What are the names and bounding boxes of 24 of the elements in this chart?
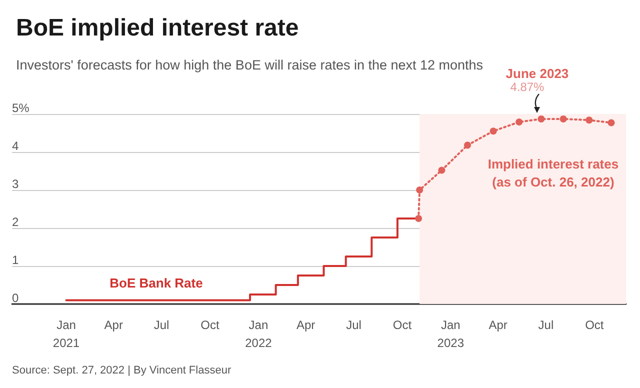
y-tick-label: 5% bbox=[12, 101, 30, 115]
y-tick-label: 0 bbox=[12, 291, 19, 305]
x-tick-label: Apr bbox=[296, 318, 316, 332]
y-tick-label: 1 bbox=[12, 253, 19, 267]
y-tick-label: 3 bbox=[12, 177, 19, 191]
chart-title: BoE implied interest rate bbox=[16, 14, 299, 42]
y-tick-label: 2 bbox=[12, 215, 19, 229]
source-note: Source: Sept. 27, 2022 | By Vincent Flasseur bbox=[12, 364, 232, 376]
annotation: June 2023 4.87% bbox=[506, 66, 569, 94]
x-tick-label: Jul bbox=[346, 318, 362, 332]
x-tick-label: Oct bbox=[392, 318, 412, 332]
y-tick-label: 4 bbox=[12, 139, 19, 153]
x-tick-label: Jan 2022 bbox=[245, 318, 272, 350]
series-label: Implied interest rates (as of Oct. 26, 2022) bbox=[488, 156, 619, 190]
x-tick-label: Apr bbox=[104, 318, 123, 332]
x-tick-label: Jul bbox=[538, 318, 554, 332]
x-tick-label: Jul bbox=[154, 318, 170, 332]
x-tick-label: Jan 2023 bbox=[437, 318, 464, 350]
x-tick-label: Jan 2021 bbox=[52, 318, 80, 350]
x-tick-label: Oct bbox=[200, 318, 220, 332]
chart-subtitle: Investors' forecasts for how high the BoE will raise rates in the next 12 months bbox=[16, 58, 484, 72]
x-tick-label: Apr bbox=[488, 318, 508, 332]
series-label: BoE Bank Rate bbox=[110, 276, 203, 291]
x-tick-label: Oct bbox=[585, 318, 604, 332]
